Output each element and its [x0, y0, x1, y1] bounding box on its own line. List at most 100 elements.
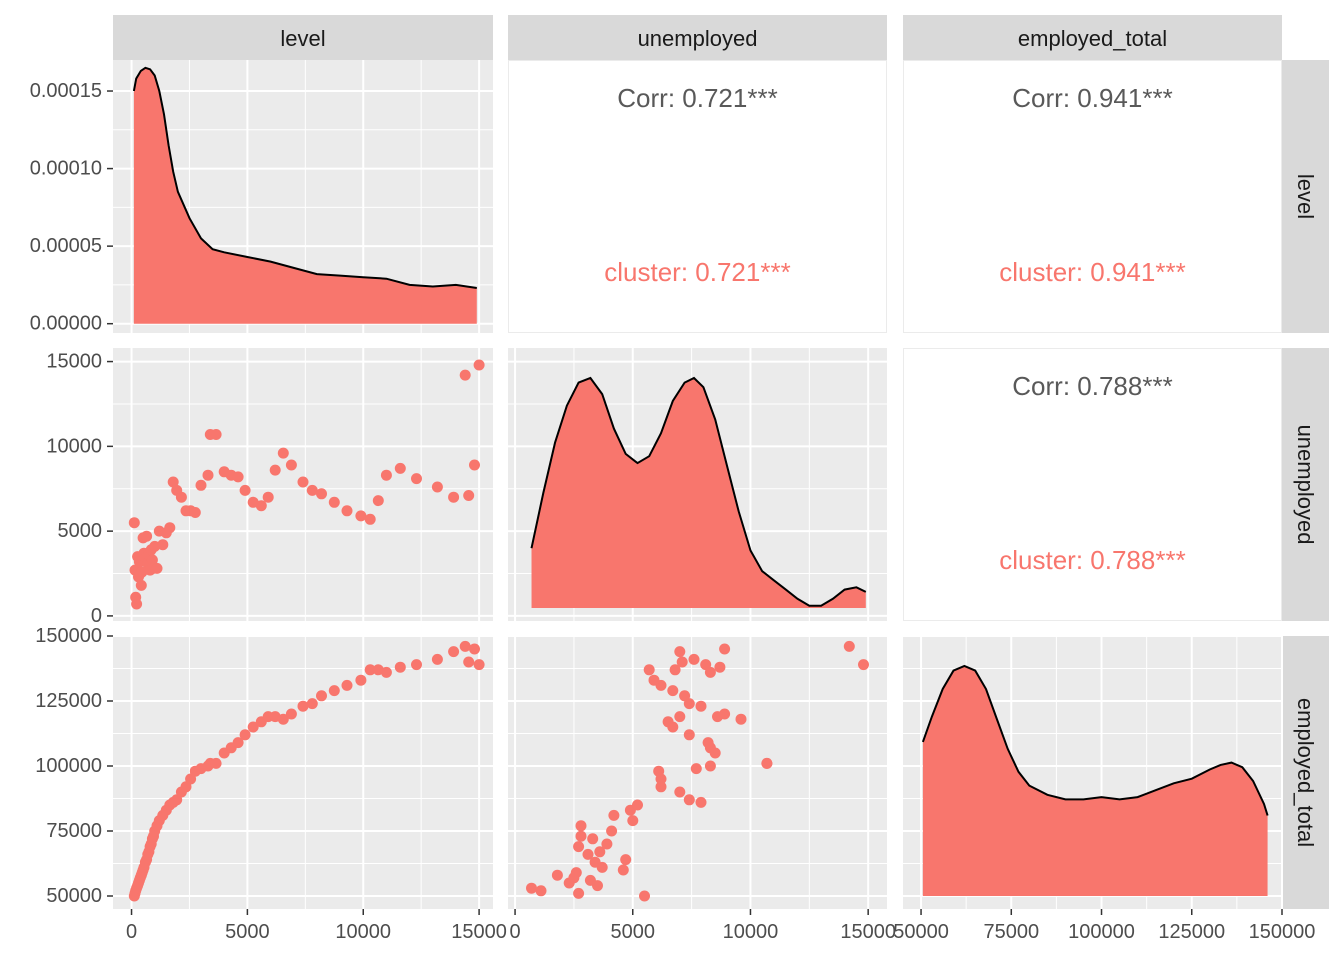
- corr-panel-unemployed-employed_total: [903, 348, 1282, 621]
- scatter-point: [306, 484, 318, 496]
- cluster-corr-label: cluster: 0.721***: [604, 257, 790, 287]
- scatter-point: [411, 473, 422, 485]
- scatter-point: [316, 488, 327, 500]
- scatter-point: [573, 887, 585, 899]
- panel-employed_total-level: [113, 636, 493, 909]
- scatter-point: [674, 786, 686, 798]
- row-strip-label-employed_total: employed_total: [1293, 698, 1318, 847]
- scatter-point: [306, 698, 318, 710]
- scatter-point: [463, 490, 475, 501]
- x-tick-label: 100000: [1068, 921, 1135, 943]
- corr-label: Corr: 0.721***: [617, 83, 777, 113]
- scatter-point: [431, 653, 443, 665]
- x-tick-label: 150000: [1249, 921, 1316, 943]
- scatter-point: [688, 653, 700, 665]
- scatter-point: [459, 640, 471, 652]
- scatter-point: [653, 765, 665, 777]
- x-tick-label: 0: [509, 921, 520, 943]
- x-tick-label: 10000: [335, 921, 391, 943]
- density-area-level: [133, 67, 477, 324]
- scatter-point: [175, 491, 187, 503]
- cluster-corr-label: cluster: 0.788***: [999, 545, 1185, 575]
- scatter-point: [735, 713, 747, 725]
- scatter-point: [364, 664, 376, 676]
- scatter-point: [448, 491, 460, 503]
- scatter-point: [285, 459, 297, 471]
- scatter-point: [463, 656, 475, 668]
- scatter-point: [551, 869, 563, 881]
- scatter-point: [157, 539, 169, 551]
- scatter-point: [700, 659, 712, 671]
- x-tick-label: 50000: [893, 921, 949, 943]
- column-strip-employed_total: [903, 15, 1282, 60]
- scatter-point: [669, 664, 681, 676]
- density-line-level: [132, 66, 477, 289]
- scatter-point: [702, 737, 714, 749]
- column-strip-label-level: level: [280, 26, 325, 51]
- scatter-unemployed-vs-level: [128, 359, 485, 610]
- scatter-point: [843, 640, 855, 652]
- scatter-point: [858, 659, 869, 671]
- x-tick-label: 0: [126, 921, 137, 943]
- row-strip-unemployed: [1282, 348, 1329, 621]
- scatter-point: [202, 469, 214, 481]
- column-strip-unemployed: [508, 15, 887, 60]
- density-area-unemployed: [531, 378, 866, 608]
- left-axis: 0.00000 0.00005 0.00010 0.00015 0 5000 10000 15…: [30, 80, 113, 907]
- scatter-point: [535, 885, 547, 897]
- scatter-point: [146, 554, 158, 566]
- scatter-point: [277, 713, 289, 725]
- row-strip-level: [1282, 60, 1329, 333]
- scatter-point: [617, 864, 629, 876]
- scatter-point: [297, 476, 309, 488]
- density-area-employed_total: [922, 666, 1268, 896]
- scatter-point: [151, 562, 163, 574]
- scatter-point: [575, 830, 587, 842]
- scatter-point: [380, 666, 392, 678]
- scatter-point: [411, 659, 422, 671]
- scatter-point: [232, 471, 244, 483]
- scatter-point: [239, 729, 251, 741]
- scatter-point: [239, 484, 251, 496]
- scatter-point: [247, 721, 259, 733]
- scatter-point: [232, 737, 244, 749]
- scatter-point: [364, 513, 376, 525]
- y-tick-label: 0.00015: [30, 80, 102, 102]
- scatter-point: [269, 464, 281, 476]
- scatter-point: [469, 643, 480, 655]
- scatter-point: [297, 700, 309, 712]
- scatter-point: [189, 507, 201, 518]
- y-tick-label: 75000: [46, 820, 102, 842]
- scatter-point: [582, 848, 594, 860]
- scatter-point: [695, 700, 707, 712]
- corr-label: Corr: 0.788***: [1012, 371, 1172, 401]
- scatter-point: [255, 500, 267, 512]
- x-tick-label: 15000: [840, 921, 896, 943]
- scatter-point: [674, 711, 686, 723]
- scatter-point: [316, 690, 327, 702]
- scatter-point: [719, 708, 731, 720]
- y-tick-label: 0.00005: [30, 235, 102, 257]
- scatter-point: [210, 757, 222, 769]
- scatter-point: [690, 763, 702, 775]
- scatter-point: [719, 643, 731, 655]
- x-tick-label: 15000: [451, 921, 507, 943]
- scatter-point: [601, 838, 613, 850]
- scatter-point: [167, 476, 179, 488]
- scatter-point: [639, 890, 650, 902]
- scatter-point: [655, 781, 667, 793]
- scatter-point: [695, 796, 707, 808]
- scatter-employed_total-vs-level: [128, 640, 485, 902]
- scatter-employed_total-vs-unemployed: [526, 640, 869, 902]
- scatter-point: [627, 815, 639, 827]
- y-tick-label: 10000: [46, 435, 102, 457]
- scatter-point: [632, 799, 643, 811]
- scatter-point: [210, 429, 222, 440]
- scatter-point: [674, 646, 686, 658]
- row-strip-label-level: level: [1293, 174, 1318, 219]
- scatter-point: [328, 496, 340, 508]
- scatter-point: [676, 656, 688, 668]
- scatter-point: [594, 846, 606, 858]
- scatter-point: [473, 659, 485, 671]
